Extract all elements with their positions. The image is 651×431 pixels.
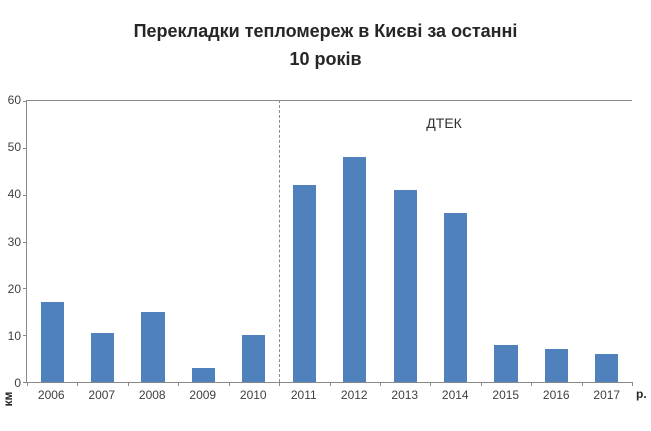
bar-2016 [544,349,568,382]
x-tick-mark [228,382,230,386]
x-tick-label: 2006 [37,388,65,402]
x-tick-label: 2008 [138,388,166,402]
bar-2011 [292,185,316,382]
divider-dashed-line [279,100,281,382]
x-tick-mark [581,382,583,386]
y-tick-mark [23,147,27,149]
x-tick-label: 2011 [290,388,317,402]
bar-2008 [141,311,165,382]
x-tick-mark [480,382,482,386]
x-tick-mark [279,382,281,386]
x-tick-label: 2017 [593,388,621,402]
y-tick-label: 30 [7,234,21,249]
x-axis-unit-label: р. [636,387,647,401]
y-tick-label: 0 [14,376,21,390]
plot-area: ДТЕК [23,100,633,386]
x-tick-label: 2013 [391,388,419,402]
y-tick-mark [23,101,27,102]
x-tick-mark [77,382,79,386]
y-tick-mark [23,382,27,383]
bar-2015 [494,344,518,382]
y-tick-label: 50 [7,140,21,155]
y-tick-label: 10 [7,328,21,343]
x-tick-label: 2009 [189,388,217,402]
bar-2007 [91,332,115,382]
x-tick-label: 2014 [441,388,469,402]
x-tick-mark [329,382,331,386]
y-tick-mark [23,335,27,337]
bar-2009 [191,367,216,382]
x-tick-mark [379,382,381,386]
chart-title-line2: 10 років [289,48,362,69]
chart-title-line1: Перекладки тепломереж в Києві за останні [133,21,518,41]
x-axis: 2006 2007 2008 2009 2010 2011 2012 2013 2014 2015… [26,388,632,404]
y-axis: 0 10 20 30 40 50 60 [0,93,21,390]
y-tick-label: 60 [7,93,21,107]
y-tick-label: 40 [7,187,21,202]
bar-2010 [242,335,266,382]
x-tick-mark [127,382,129,386]
y-tick-mark [23,241,27,243]
bar-2014 [443,213,468,382]
x-tick-mark [430,382,432,386]
bar-2006 [40,302,64,382]
y-tick-label: 20 [7,281,21,296]
y-axis-unit-label: км [1,391,15,407]
y-tick-mark [23,194,27,196]
y-tick-mark [23,288,27,290]
x-tick-label: 2016 [542,388,570,402]
x-tick-label: 2007 [88,388,116,402]
x-tick-mark [531,382,533,386]
x-tick-label: 2015 [492,388,520,402]
x-tick-mark [178,382,180,386]
x-tick-mark [27,382,28,386]
chart-title: Перекладки тепломереж в Києві за останні… [0,18,651,74]
bar-2013 [393,189,417,382]
x-tick-mark [632,382,633,386]
bar-2017 [595,353,619,382]
x-tick-label: 2012 [340,388,368,402]
annotation-dtek: ДТЕК [426,115,462,132]
x-tick-label: 2010 [239,388,267,402]
bar-2012 [343,157,367,382]
